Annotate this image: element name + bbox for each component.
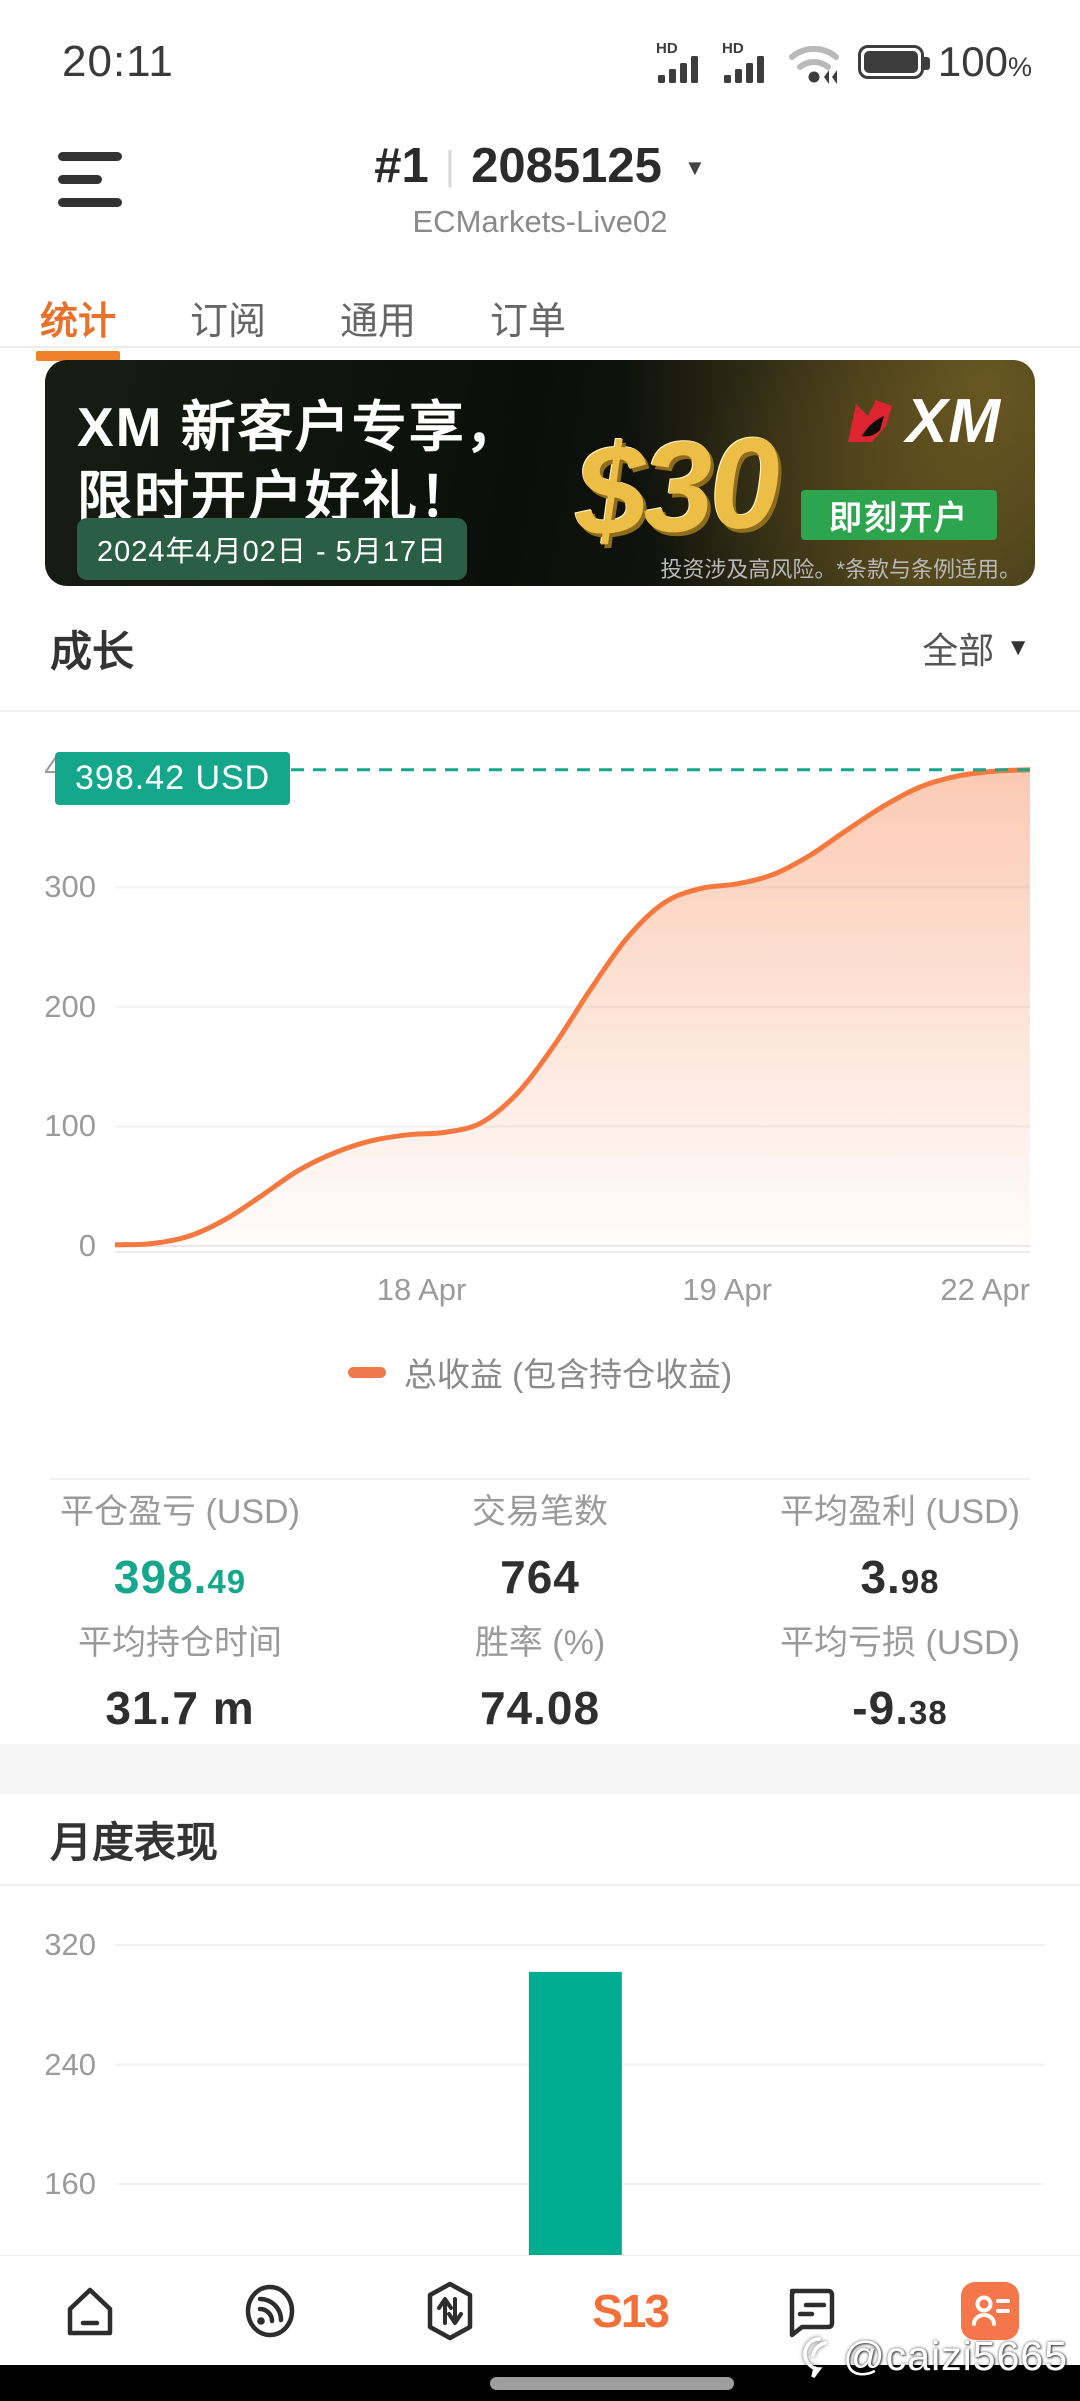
growth-legend: 总收益 (包含持仓收益) [0, 1332, 1080, 1412]
bottom-nav: S13 [0, 2255, 1080, 2365]
monthly-title: 月度表现 [50, 1818, 219, 1866]
stat-trade-count: 交易笔数 764 [472, 1493, 608, 1603]
open-account-button[interactable]: 即刻开户 [801, 490, 997, 540]
stat-avg-profit: 平均盈利 (USD) 3.98 [780, 1493, 1020, 1603]
battery-percent: 100% [937, 38, 1032, 85]
growth-section-header: 成长 全部 ▼ [0, 586, 1080, 712]
growth-xtick: 18 Apr [376, 1272, 467, 1307]
home-icon [67, 2287, 113, 2335]
xm-logo: XM [842, 386, 1001, 457]
tab-statistics[interactable]: 统计 [35, 290, 121, 361]
section-separator-band [0, 1744, 1080, 1794]
app-header: #1 | 2085125 ▼ ECMarkets-Live02 [0, 110, 1080, 290]
home-indicator[interactable] [490, 2377, 734, 2390]
growth-xtick: 22 Apr [940, 1272, 1030, 1307]
cellular-signal-hd-icon-2: HD [722, 40, 764, 83]
nav-feed[interactable] [180, 2279, 360, 2343]
status-bar: 20:11 HD HD [0, 0, 1080, 110]
legend-line-swatch [347, 1366, 386, 1378]
watermark: @caizi5665 [799, 2333, 1068, 2380]
growth-title: 成长 [50, 627, 135, 675]
wifi-icon [788, 45, 839, 84]
stat-avg-holding-time: 平均持仓时间 31.7 m [78, 1624, 282, 1734]
separator: | [444, 143, 456, 188]
promo-banner[interactable]: XM 新客户专享， 限时开户好礼！ 2024年4月02日 - 5月17日 $30… [45, 360, 1035, 586]
account-id: 2085125 [471, 139, 662, 193]
gesture-bar [0, 2365, 1080, 2401]
chevron-down-icon: ▼ [1006, 634, 1030, 661]
banner-date-range: 2024年4月02日 - 5月17日 [77, 518, 468, 580]
monthly-chart-plot [115, 1944, 1045, 2255]
growth-ytick: 100 [44, 1108, 96, 1144]
divider [50, 1478, 1030, 1480]
growth-range-dropdown[interactable]: 全部 ▼ [922, 622, 1030, 674]
hamburger-menu-icon[interactable] [58, 152, 124, 212]
monthly-section-header: 月度表现 [0, 1794, 1080, 1886]
growth-ytick: 200 [44, 988, 96, 1024]
tab-general[interactable]: 通用 [340, 301, 417, 343]
banner-title-line1: XM 新客户专享， [77, 396, 523, 458]
banner-disclaimer: 投资涉及高风险。*条款与条例适用。 [660, 557, 1021, 582]
nav-chat[interactable] [720, 2279, 900, 2343]
svg-text:HD: HD [656, 40, 678, 57]
hexagon-transfer-icon [427, 2281, 473, 2340]
xm-bull-icon [848, 399, 892, 442]
cellular-signal-hd-icon-1: HD [656, 40, 698, 83]
s13-logo: S13 [592, 2284, 670, 2337]
banner-title-line2: 限时开户好礼！ [77, 466, 477, 528]
account-selector[interactable]: #1 | 2085125 ▼ ECMarkets-Live02 [0, 138, 1080, 240]
tab-bar: 统计 订阅 通用 订单 [0, 290, 1080, 361]
stat-closed-pl: 平仓盈亏 (USD) 398.49 [60, 1493, 300, 1603]
growth-xtick: 19 Apr [682, 1272, 772, 1307]
growth-value-badge: 398.42 USD [55, 752, 291, 805]
banner-amount: $30 [571, 410, 781, 565]
xm-wordmark: XM [906, 387, 1001, 456]
server-name: ECMarkets-Live02 [412, 204, 668, 239]
legend-label: 总收益 (包含持仓收益) [403, 1356, 733, 1393]
rss-feed-icon [245, 2284, 295, 2337]
monthly-ytick: 320 [44, 1927, 96, 1962]
battery-icon [857, 45, 930, 79]
monthly-ytick: 240 [44, 2046, 96, 2082]
growth-range-value: 全部 [922, 630, 995, 671]
chevron-down-icon: ▼ [683, 155, 706, 180]
growth-chart-plot [115, 767, 1030, 1253]
nav-home[interactable] [0, 2279, 180, 2343]
nav-s13[interactable]: S13 [540, 2284, 720, 2338]
account-rank: #1 [374, 139, 429, 193]
status-icons: HD HD 100% [656, 24, 1032, 86]
watermark-bubble-icon [803, 2336, 827, 2378]
nav-contacts[interactable] [900, 2280, 1080, 2342]
growth-ytick: 0 [78, 1228, 96, 1263]
clock: 20:11 [62, 37, 174, 86]
nav-trade[interactable] [360, 2279, 540, 2343]
tab-subscriptions[interactable]: 订阅 [190, 301, 267, 343]
growth-ytick: 300 [44, 869, 96, 905]
stat-avg-loss: 平均亏损 (USD) -9.38 [780, 1624, 1020, 1734]
stats-grid: 平仓盈亏 (USD) 398.49 交易笔数 764 平均盈利 (USD) 3.… [0, 1480, 1080, 1744]
tab-orders[interactable]: 订单 [490, 301, 567, 343]
contacts-icon-active [961, 2281, 1019, 2340]
stat-win-rate: 胜率 (%) 74.08 [474, 1624, 606, 1734]
watermark-handle: @caizi5665 [843, 2333, 1068, 2379]
chat-icon [789, 2288, 835, 2337]
monthly-chart[interactable]: 320 240 160 [0, 1886, 1080, 2255]
svg-text:HD: HD [722, 40, 744, 57]
monthly-ytick: 160 [44, 2166, 96, 2202]
